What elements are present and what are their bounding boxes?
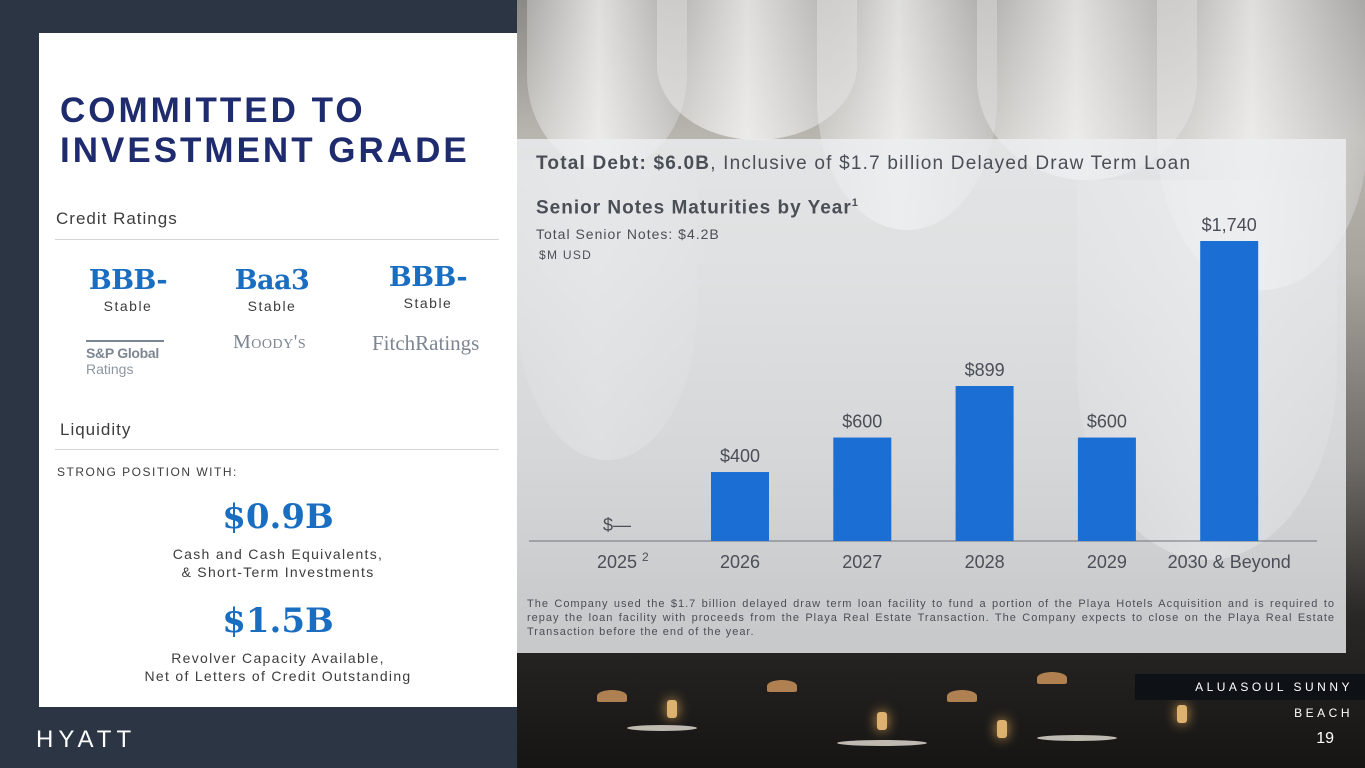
title-line-2: INVESTMENT GRADE [60,131,470,170]
rating-moodys: Baa3 Stable [212,265,332,314]
data-label: $600 [842,412,882,432]
page-title: COMMITTED TO INVESTMENT GRADE [60,91,470,171]
revolver-value: $1.5B [222,601,334,641]
total-debt: Total Debt: $6.0B, Inclusive of $1.7 bil… [536,153,1192,174]
rating-sp: BBB- Stable [68,265,188,314]
divider [55,239,499,240]
bar-2030 & Beyond [1200,241,1259,541]
location-caption: ALUASOUL SUNNY BEACH [1135,674,1365,720]
liquidity-label: Liquidity [60,420,132,439]
sp-global-logo: S&P Global Ratings [86,340,176,377]
rating-grade: Baa3 [234,265,310,296]
tick-label: 2030 & Beyond [1168,552,1291,572]
chart-subtitle: Total Senior Notes: $4.2B [536,226,720,242]
left-panel: COMMITTED TO INVESTMENT GRADE Credit Rat… [39,33,517,707]
fitch-ratings-logo: FitchRatings [372,331,480,355]
liquidity-intro: STRONG POSITION WITH: [57,465,238,479]
tick-footnote: 2 [642,550,649,564]
credit-ratings-label: Credit Ratings [56,209,178,228]
chart-unit: $M USD [539,248,593,262]
tick-label: 2028 [965,552,1005,572]
tick-label: 2029 [1087,552,1127,572]
footnote: The Company used the $1.7 billion delaye… [527,598,1335,638]
cash-caption: Cash and Cash Equivalents, & Short-Term … [172,546,384,580]
bar-2026 [711,472,769,541]
chart-title: Senior Notes Maturities by Year1 [536,197,859,219]
page-number: 19 [1316,730,1334,747]
bar-2028 [955,386,1014,541]
title-line-1: COMMITTED TO [60,91,366,130]
rating-grade: BBB- [88,265,168,296]
moodys-logo: Moody's [233,331,307,353]
rating-outlook: Stable [247,298,297,314]
divider [55,449,499,450]
maturities-bar-chart: $— 2025 2 $400 2026 $600 2027 $899 2028 $600 2029 $… [529,215,1317,572]
hyatt-logo: HYATT [36,726,137,753]
rating-outlook: Stable [403,295,453,311]
revolver-caption: Revolver Capacity Available, Net of Lett… [144,650,412,684]
bar-2027 [833,437,892,541]
rating-grade: BBB- [388,262,468,293]
rating-fitch: BBB- Stable [368,262,488,311]
tick-label: 2025 [597,552,637,572]
cash-value: $0.9B [222,497,334,537]
data-label: $600 [1087,412,1127,432]
data-label: $1,740 [1202,215,1257,235]
data-label: $— [603,515,631,535]
data-label: $400 [720,446,760,466]
tick-label: 2027 [842,552,882,572]
data-label: $899 [965,360,1005,380]
rating-outlook: Stable [103,298,153,314]
bar-2029 [1077,437,1136,541]
tick-label: 2026 [720,552,760,572]
chart-panel: Total Debt: $6.0B, Inclusive of $1.7 bil… [517,139,1346,653]
